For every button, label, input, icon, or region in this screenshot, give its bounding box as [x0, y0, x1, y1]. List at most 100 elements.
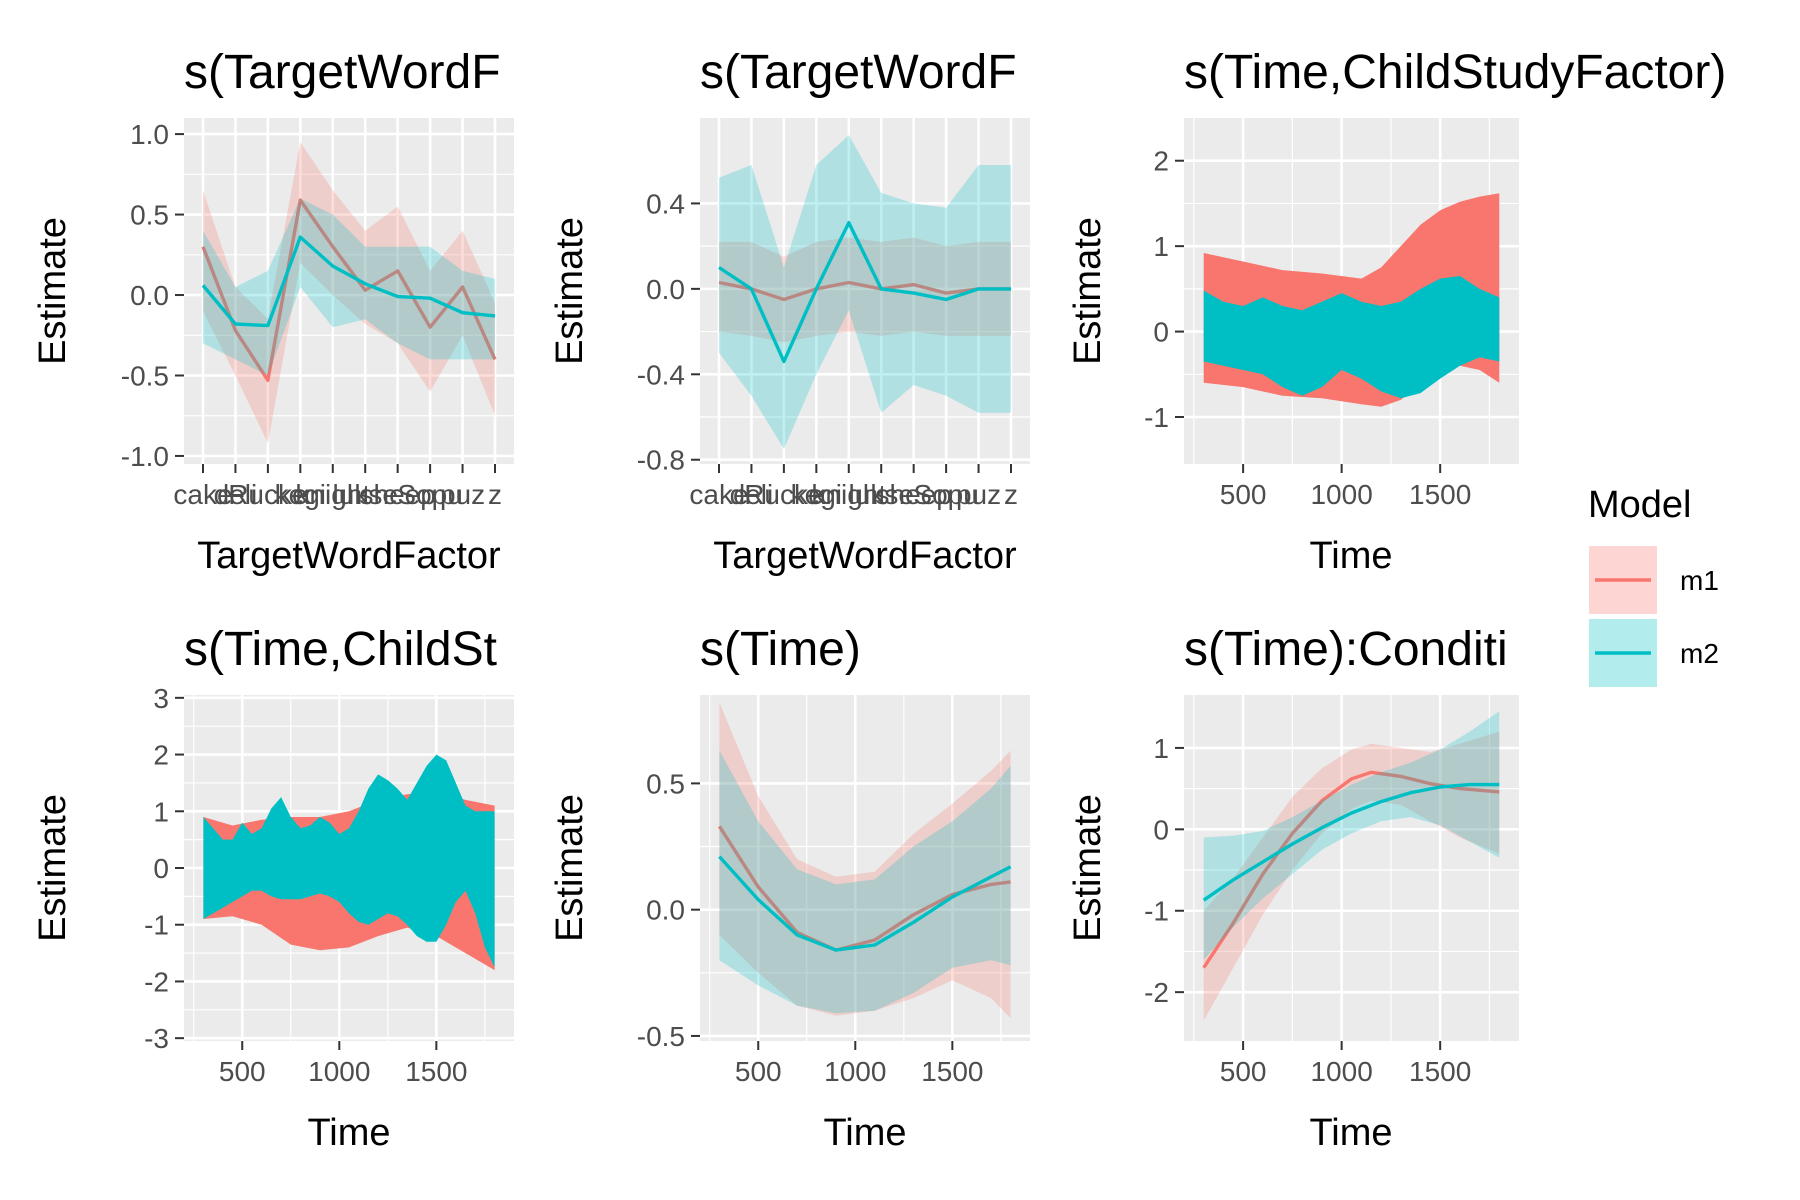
x-tick-label: knight	[295, 479, 370, 510]
plot-area	[201, 142, 497, 444]
y-axis-label: Estimate	[1067, 217, 1109, 365]
panel-title: s(Time,ChildStudyFactor)	[1184, 46, 1726, 99]
ribbon-m2	[1203, 711, 1500, 960]
x-tick-label: sheep	[360, 479, 436, 510]
line-m2	[1202, 782, 1500, 902]
ribbon-m2	[1203, 276, 1500, 399]
y-axis-label: Estimate	[1067, 794, 1109, 942]
panel-background	[700, 695, 1030, 1041]
ribbon-m1	[1203, 731, 1500, 1021]
x-tick-label: 1500	[921, 1056, 983, 1087]
line-m1	[718, 280, 1011, 302]
panel-background	[1184, 695, 1519, 1041]
x-tick-label: deli	[730, 479, 774, 510]
x-tick-label: 500	[1220, 479, 1267, 510]
x-tick-label: Rucke	[744, 479, 823, 510]
panel-title: s(TargetWordF	[700, 46, 1017, 99]
y-tick-label: 3	[153, 683, 169, 714]
panel-title: s(Time)	[700, 623, 861, 676]
x-tick-label: puz	[956, 479, 1001, 510]
plot-area	[1202, 711, 1500, 1021]
x-tick-label: z	[1004, 479, 1018, 510]
panel-title: s(Time):Conditi	[1184, 623, 1508, 676]
y-tick-label: -3	[144, 1023, 169, 1054]
ribbon-m2	[203, 198, 495, 376]
y-tick-label: 0	[1153, 317, 1169, 348]
x-tick-label: deli	[214, 479, 258, 510]
y-tick-label: -0.8	[637, 445, 685, 476]
ribbon-m2	[719, 750, 1011, 1014]
x-tick-label: 1000	[1310, 479, 1372, 510]
ribbon-m2	[203, 754, 495, 968]
x-tick-label: kegi	[275, 479, 326, 510]
ribbon-m2	[719, 135, 1011, 449]
legend-title: Model	[1588, 484, 1692, 526]
y-tick-label: 1	[153, 796, 169, 827]
x-tick-label: 500	[735, 1056, 782, 1087]
y-tick-label: -0.5	[121, 360, 169, 391]
x-tick-label: sheep	[876, 479, 952, 510]
panel-title: s(Time,ChildSt	[184, 623, 497, 676]
plot-area	[1203, 193, 1500, 407]
x-axis-label: Time	[823, 1112, 906, 1154]
y-axis-label: Estimate	[32, 794, 74, 942]
legend: Model m1 m2	[1587, 484, 1719, 689]
panel-3: -1 0 1 2 500 1000 1500 Time Estimate s(Time,Child…	[1067, 46, 1726, 577]
plot-area	[717, 702, 1012, 1019]
y-tick-label: 0.0	[646, 274, 685, 305]
x-axis-label: Time	[1309, 535, 1392, 577]
y-tick-label: -1	[1144, 896, 1169, 927]
x-axis-label: TargetWordFactor	[197, 535, 501, 577]
legend-label-m2: m2	[1680, 638, 1719, 669]
x-tick-label: cake	[689, 479, 748, 510]
y-axis-label: Estimate	[549, 217, 591, 365]
y-tick-label: -1	[1144, 402, 1169, 433]
y-tick-label: 1.0	[130, 119, 169, 150]
panel-5: -0.5 0.0 0.5 500 1000 1500 Time Estimate s(Time)	[549, 623, 1030, 1154]
x-axis-label: TargetWordFactor	[713, 535, 1017, 577]
x-tick-label: cake	[173, 479, 232, 510]
x-tick-label: knight	[811, 479, 886, 510]
x-tick-label: Sopu	[913, 479, 978, 510]
x-tick-label: 1500	[1409, 1056, 1471, 1087]
line-m2	[201, 235, 496, 328]
x-tick-label: 1500	[1409, 479, 1471, 510]
x-tick-label: 1000	[1310, 1056, 1372, 1087]
panel-1: -1.0 -0.5 0.0 0.5 1.0 cakedeliRuckekegiknight…	[32, 46, 514, 577]
y-tick-label: -2	[144, 966, 169, 997]
y-axis-label: Estimate	[549, 794, 591, 942]
x-tick-label: lukse	[333, 479, 398, 510]
x-tick-label: lukse	[849, 479, 914, 510]
x-tick-label: kegi	[791, 479, 842, 510]
ribbon-m1	[203, 142, 495, 444]
x-tick-label: 1000	[308, 1056, 370, 1087]
x-tick-label: 1000	[824, 1056, 886, 1087]
x-tick-label: 500	[1220, 1056, 1267, 1087]
y-axis-label: Estimate	[32, 217, 74, 365]
panel-2: -0.8 -0.4 0.0 0.4 cakedeliRuckekegiknightluk…	[549, 46, 1030, 577]
plot-area	[718, 135, 1011, 449]
y-tick-label: 0.0	[130, 280, 169, 311]
x-axis-label: Time	[1309, 1112, 1392, 1154]
y-tick-label: -0.5	[637, 1021, 685, 1052]
line-m2	[718, 855, 1012, 952]
y-tick-label: 0	[1153, 814, 1169, 845]
x-tick-label: z	[488, 479, 502, 510]
panel-4: -3 -2 -1 0 1 2 3 500 1000 1500 Time Estimate s(Time,…	[32, 623, 514, 1154]
y-tick-label: 1	[1153, 231, 1169, 262]
line-m2	[718, 221, 1011, 364]
x-tick-label: Sopu	[397, 479, 462, 510]
x-tick-label: Rucke	[228, 479, 307, 510]
x-tick-label: puz	[440, 479, 485, 510]
y-tick-label: -2	[1144, 977, 1169, 1008]
ribbon-m1	[719, 702, 1011, 1019]
y-tick-label: 0.0	[646, 895, 685, 926]
ribbon-m1	[719, 237, 1011, 343]
y-tick-label: 0.4	[646, 188, 685, 219]
y-tick-label: 0.5	[646, 768, 685, 799]
x-axis-label: Time	[307, 1112, 390, 1154]
y-tick-label: 2	[1153, 146, 1169, 177]
y-tick-label: 1	[1153, 733, 1169, 764]
